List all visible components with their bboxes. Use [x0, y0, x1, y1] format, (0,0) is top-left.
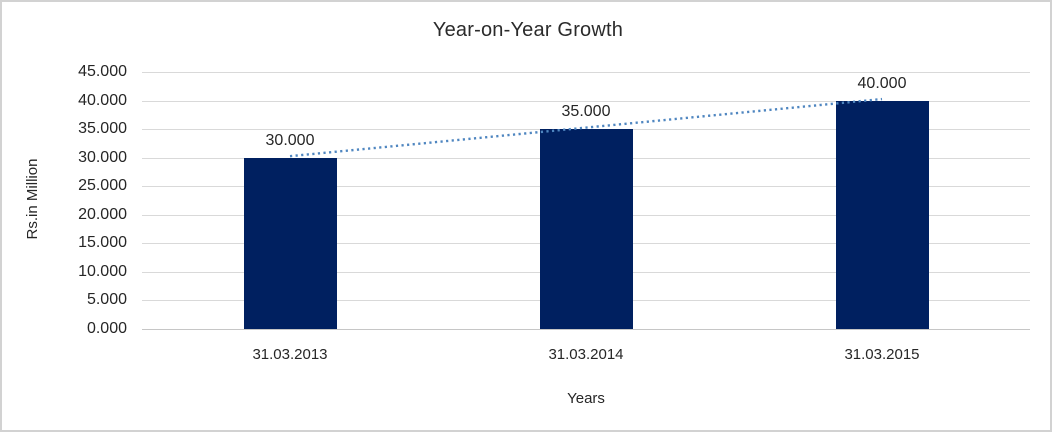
y-tick-label: 20.000	[78, 205, 127, 223]
bar-value-label: 40.000	[857, 74, 907, 92]
x-tick-label: 31.03.2015	[844, 346, 920, 363]
y-tick-label: 35.000	[78, 120, 127, 138]
y-tick-label: 25.000	[78, 177, 127, 195]
bar	[835, 100, 929, 329]
x-tick-label: 31.03.2014	[548, 346, 624, 363]
y-tick-label: 45.000	[78, 63, 127, 80]
y-tick-label: 10.000	[78, 262, 127, 280]
bar	[243, 157, 337, 329]
x-axis-title: Years	[567, 390, 605, 407]
y-tick-label: 40.000	[78, 91, 127, 109]
bar-value-label: 30.000	[265, 131, 315, 149]
gridline	[142, 72, 1030, 73]
chart-title: Year-on-Year Growth	[432, 19, 624, 41]
x-axis-line	[142, 329, 1030, 330]
y-tick-label: 30.000	[78, 148, 127, 166]
y-tick-label: 15.000	[78, 234, 127, 252]
x-tick-label: 31.03.2013	[252, 346, 328, 363]
bar	[539, 129, 633, 329]
y-tick-label: 5.000	[86, 291, 127, 309]
y-tick-label: 0.000	[86, 320, 127, 337]
bar-value-label: 35.000	[561, 103, 611, 121]
